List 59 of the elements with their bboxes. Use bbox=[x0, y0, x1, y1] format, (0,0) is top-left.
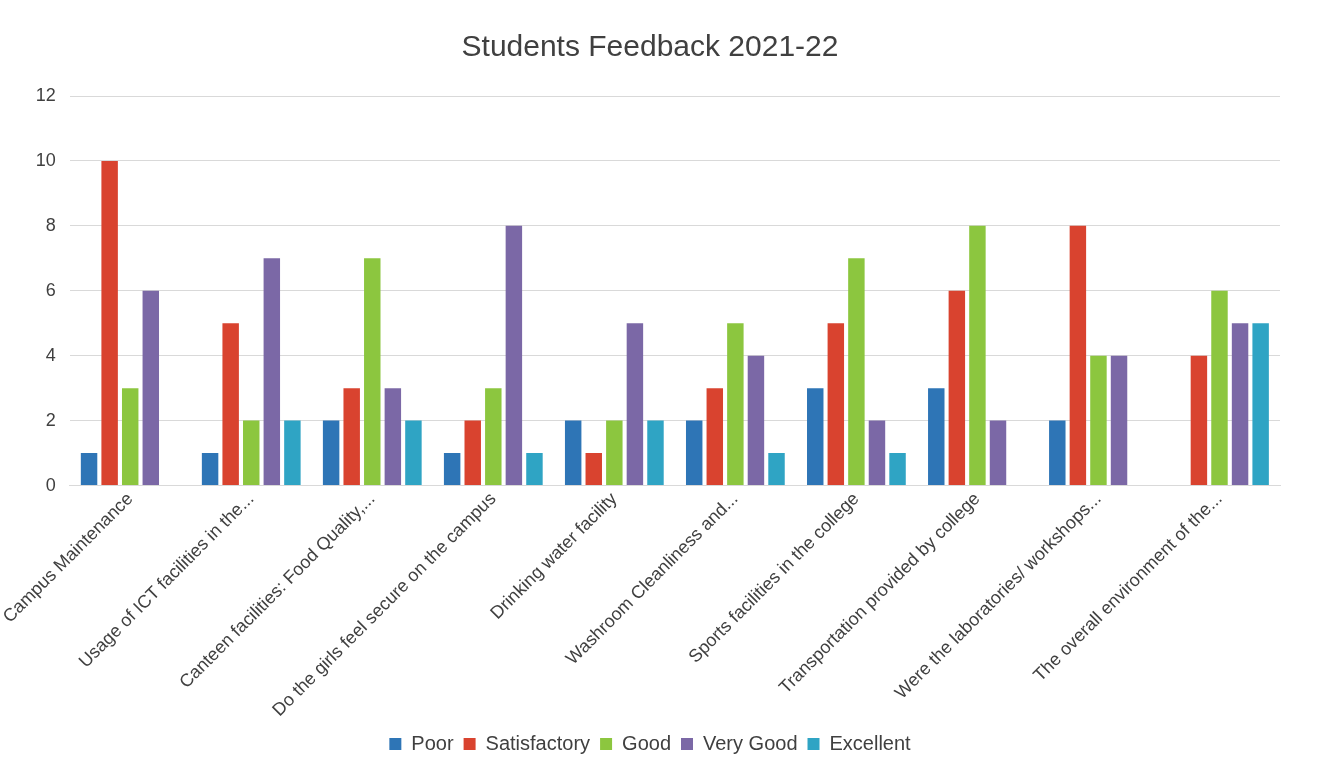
bar bbox=[727, 323, 744, 486]
bar bbox=[142, 290, 160, 486]
legend-label: Good bbox=[622, 731, 672, 754]
chart-title: Students Feedback 2021-22 bbox=[461, 29, 839, 63]
legend-label: Poor bbox=[411, 731, 454, 754]
bar bbox=[343, 388, 360, 486]
bar bbox=[464, 420, 481, 486]
bar bbox=[1049, 420, 1066, 486]
y-tick-label: 4 bbox=[45, 344, 56, 365]
bar bbox=[284, 420, 301, 486]
bar bbox=[485, 388, 502, 486]
bar bbox=[384, 388, 402, 486]
bar bbox=[243, 420, 260, 486]
bar bbox=[969, 225, 986, 486]
y-tick-label: 10 bbox=[35, 149, 56, 170]
bar bbox=[505, 225, 523, 486]
bar bbox=[889, 453, 906, 486]
y-tick-label: 6 bbox=[45, 279, 56, 300]
legend-label: Satisfactory bbox=[485, 731, 591, 754]
bar bbox=[706, 388, 724, 486]
bar bbox=[121, 388, 139, 486]
bar bbox=[1190, 355, 1208, 486]
bar bbox=[948, 290, 966, 486]
bar bbox=[405, 420, 422, 486]
bar bbox=[364, 258, 381, 486]
bar bbox=[626, 323, 644, 486]
bar bbox=[322, 420, 340, 486]
bar bbox=[263, 258, 281, 486]
bar bbox=[1069, 225, 1087, 486]
bar bbox=[564, 420, 582, 486]
bar bbox=[222, 323, 239, 486]
bar bbox=[848, 258, 865, 486]
bar bbox=[1211, 290, 1228, 486]
bar bbox=[1090, 355, 1107, 486]
y-tick-label: 12 bbox=[35, 84, 56, 105]
y-tick-label: 0 bbox=[45, 474, 56, 495]
bar bbox=[80, 453, 98, 486]
bar bbox=[443, 453, 461, 486]
bar bbox=[868, 420, 886, 486]
bar bbox=[647, 420, 664, 486]
y-tick-label: 8 bbox=[45, 214, 56, 235]
bar bbox=[1231, 323, 1249, 486]
bar bbox=[101, 160, 118, 486]
bar bbox=[747, 355, 765, 486]
bar bbox=[928, 388, 945, 486]
bar bbox=[1110, 355, 1128, 486]
bar bbox=[685, 420, 703, 486]
bar bbox=[1252, 323, 1269, 486]
bar bbox=[827, 323, 845, 486]
bar bbox=[585, 453, 602, 486]
legend-label: Excellent bbox=[829, 731, 912, 754]
bar bbox=[807, 388, 824, 486]
bar bbox=[201, 453, 219, 486]
bar bbox=[768, 453, 785, 486]
bar bbox=[606, 420, 623, 486]
y-tick-label: 2 bbox=[45, 409, 56, 430]
legend-label: Very Good bbox=[703, 731, 798, 754]
bar bbox=[526, 453, 543, 486]
bar bbox=[989, 420, 1007, 486]
